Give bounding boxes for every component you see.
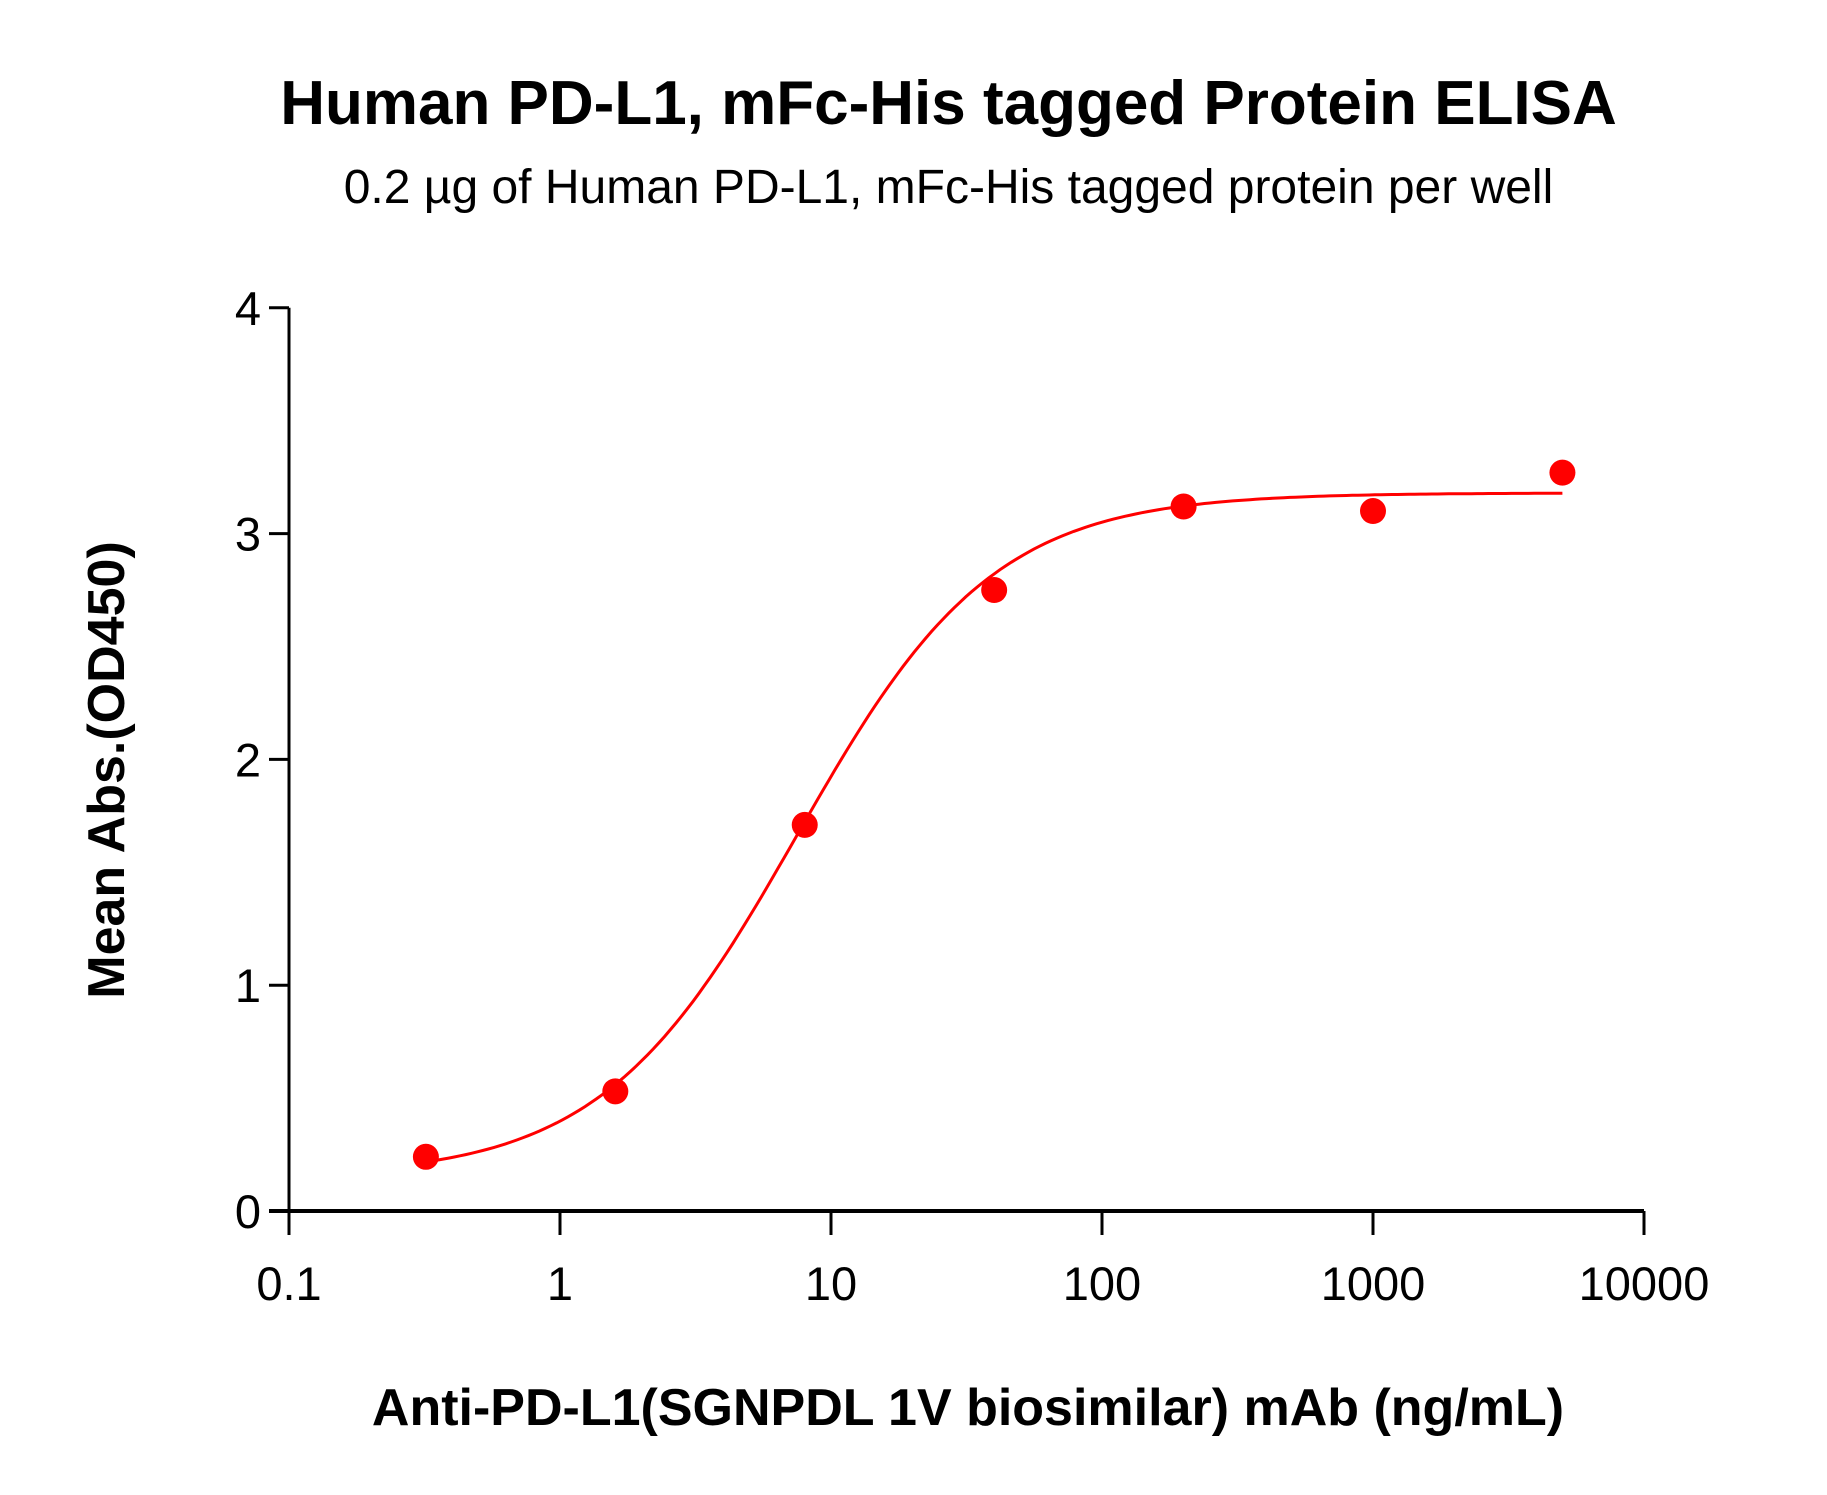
data-point [602, 1078, 629, 1105]
x-tick-label: 10000 [1579, 1257, 1710, 1310]
y-tick-label: 4 [235, 282, 261, 335]
y-tick-label: 3 [235, 508, 261, 561]
data-point [1549, 459, 1576, 486]
x-tick-label: 1000 [1321, 1257, 1426, 1310]
y-axis-label: Mean Abs.(OD450) [78, 541, 136, 999]
data-points [412, 459, 1576, 1170]
y-tick-label: 1 [235, 959, 261, 1012]
x-tick-label: 10 [805, 1257, 857, 1310]
data-point [791, 811, 818, 838]
data-point [412, 1143, 439, 1170]
data-point [1170, 493, 1197, 520]
axes: 0 1 2 3 4 0.1 1 10 100 1000 10000 [235, 282, 1709, 1310]
y-tick-label: 0 [235, 1185, 261, 1238]
data-point [1360, 498, 1386, 525]
x-tick-label: 1 [547, 1257, 573, 1310]
x-tick-label: 0.1 [256, 1257, 321, 1310]
x-axis-label: Anti-PD-L1(SGNPDL 1V biosimilar) mAb (ng… [372, 1379, 1564, 1437]
data-point [981, 577, 1008, 604]
x-tick-label: 100 [1063, 1257, 1141, 1310]
y-tick-label: 2 [235, 733, 261, 786]
chart-title: Human PD-L1, mFc-His tagged Protein ELIS… [280, 69, 1617, 138]
chart-subtitle: 0.2 µg of Human PD-L1, mFc-His tagged pr… [343, 161, 1554, 214]
